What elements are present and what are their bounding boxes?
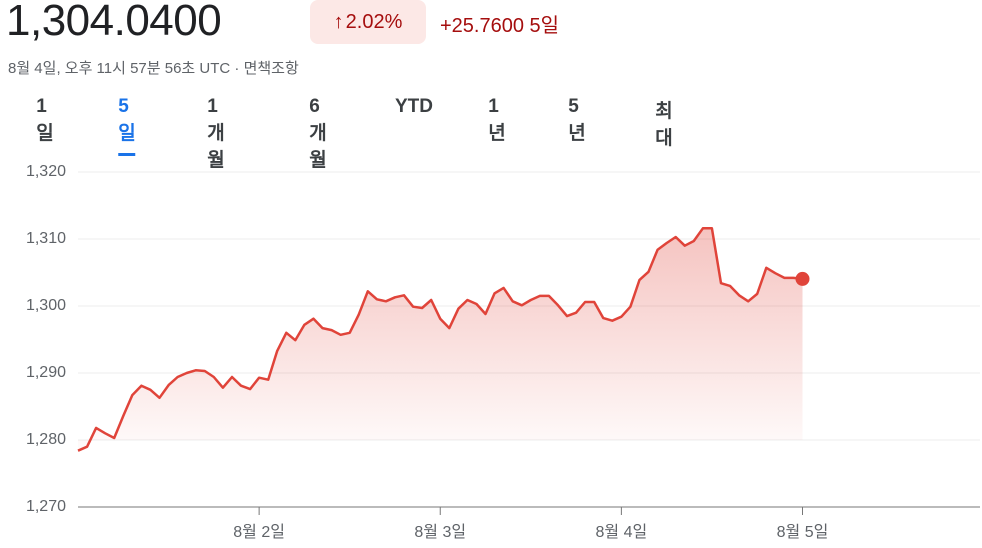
range-tab[interactable]: 5년	[568, 96, 586, 144]
y-tick-label: 1,290	[26, 364, 66, 381]
range-tab[interactable]: 1개월	[207, 96, 225, 171]
x-tick-label: 8월 5일	[777, 523, 829, 541]
range-tab[interactable]: YTD	[395, 96, 433, 117]
change-abs: +25.7600 5일	[440, 9, 559, 38]
y-tick-label: 1,300	[26, 297, 66, 314]
x-tick-label: 8월 3일	[414, 523, 466, 541]
period: 5일	[529, 15, 560, 37]
range-tab[interactable]: 1년	[488, 96, 506, 144]
area-fill	[78, 228, 803, 451]
y-tick-label: 1,270	[26, 498, 66, 515]
range-tab[interactable]: 최대	[655, 101, 673, 149]
up-arrow: ↑	[333, 10, 344, 33]
price: 1,304.0400	[6, 0, 222, 45]
range-tab[interactable]: 6개월	[309, 96, 327, 171]
timestamp-row: 8월 4일, 오후 11시 57분 56초 UTC · 면책조항	[8, 57, 299, 78]
y-tick-label: 1,310	[26, 230, 66, 247]
change-pct: 2.02%	[345, 10, 403, 33]
x-tick-label: 8월 4일	[596, 523, 648, 541]
range-tab[interactable]: 1일	[36, 96, 54, 144]
y-tick-label: 1,320	[26, 163, 66, 180]
change-value: +25.7600	[440, 15, 524, 37]
y-tick-label: 1,280	[26, 431, 66, 448]
range-tab[interactable]: 5일	[118, 96, 136, 156]
timestamp: 8월 4일, 오후 11시 57분 56초 UTC	[8, 60, 231, 77]
x-tick-label: 8월 2일	[233, 523, 285, 541]
separator: ·	[234, 60, 240, 77]
disclaimer[interactable]: 면책조항	[243, 60, 299, 77]
change-badge: ↑ 2.02%	[310, 0, 426, 44]
price-line	[77, 227, 803, 452]
last-point	[795, 271, 810, 286]
